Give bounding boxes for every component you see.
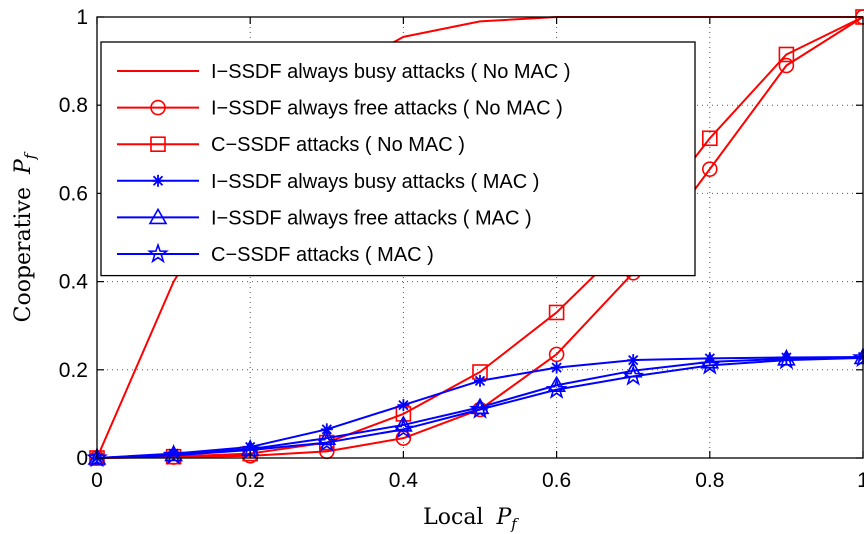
series-5-point-8 bbox=[698, 353, 721, 375]
series-5-point-3 bbox=[315, 431, 338, 452]
series-3-point-7 bbox=[627, 354, 640, 367]
series-5-point-7 bbox=[622, 364, 645, 386]
x-tick-label-0: 0 bbox=[91, 469, 103, 492]
x-axis-label: Local Pf bbox=[423, 505, 519, 533]
legend-marker-5 bbox=[147, 242, 169, 264]
x-tick-label-4: 0.8 bbox=[695, 469, 724, 492]
legend-label-5: C−SSDF attacks ( MAC ) bbox=[211, 244, 434, 266]
y-axis-label: Cooperative Pf bbox=[11, 151, 39, 322]
legend-entry-2: C−SSDF attacks ( No MAC ) bbox=[117, 134, 465, 156]
x-tick-label-1: 0.2 bbox=[236, 469, 265, 492]
series-4-point-6 bbox=[547, 375, 566, 393]
y-tick-label-4: 0.8 bbox=[59, 94, 88, 117]
series-4-point-1 bbox=[164, 444, 183, 462]
series-5-point-6 bbox=[545, 378, 568, 399]
legend-marker-3 bbox=[152, 174, 164, 187]
legend: I−SSDF always busy attacks ( No MAC ) I−S… bbox=[100, 41, 696, 277]
legend-label-2: C−SSDF attacks ( No MAC ) bbox=[211, 134, 465, 156]
x-axis-label-text: Local bbox=[423, 505, 483, 530]
x-tick-label-2: 0.4 bbox=[389, 469, 419, 492]
series-5-point-1 bbox=[162, 443, 185, 465]
series-2-point-9 bbox=[778, 46, 795, 63]
legend-entry-5: C−SSDF attacks ( MAC ) bbox=[117, 242, 434, 266]
series-2-point-8 bbox=[701, 130, 718, 147]
legend-entry-3: I−SSDF always busy attacks ( MAC ) bbox=[117, 171, 539, 193]
x-tick-label-3: 0.6 bbox=[542, 469, 571, 492]
legend-label-0: I−SSDF always busy attacks ( No MAC ) bbox=[211, 61, 571, 83]
series-3-point-5 bbox=[474, 374, 486, 387]
series-1-point-8 bbox=[701, 161, 718, 177]
legend-label-1: I−SSDF always free attacks ( No MAC ) bbox=[211, 98, 563, 120]
legend-marker-1 bbox=[150, 99, 166, 116]
x-tick-label-5: 1 bbox=[857, 469, 864, 492]
y-tick-label-0: 0 bbox=[76, 447, 88, 470]
y-tick-label-3: 0.6 bbox=[59, 182, 88, 205]
y-axis-label-text: Cooperative bbox=[11, 187, 36, 322]
series-5-point-5 bbox=[469, 398, 491, 419]
series-3-point-6 bbox=[550, 361, 563, 374]
legend-entry-4: I−SSDF always free attacks ( MAC ) bbox=[117, 207, 532, 229]
legend-label-3: I−SSDF always busy attacks ( MAC ) bbox=[211, 171, 539, 193]
legend-marker-4 bbox=[148, 207, 168, 225]
series-1-point-9 bbox=[778, 57, 795, 74]
legend-entry-0: I−SSDF always busy attacks ( No MAC ) bbox=[117, 61, 571, 83]
y-tick-label-2: 0.4 bbox=[59, 271, 89, 294]
y-axis-label-symbol: P bbox=[11, 158, 36, 175]
y-axis-label-subscript: f bbox=[21, 151, 39, 160]
series-4-point-4 bbox=[394, 415, 413, 432]
series-line-2 bbox=[96, 16, 864, 459]
series-5-point-0 bbox=[86, 446, 108, 468]
x-axis-label-symbol: P bbox=[495, 505, 512, 530]
legend-entry-1: I−SSDF always free attacks ( No MAC ) bbox=[117, 98, 563, 120]
series-1-point-6 bbox=[548, 346, 565, 363]
series-line-5 bbox=[96, 356, 864, 459]
legend-label-4: I−SSDF always free attacks ( MAC ) bbox=[211, 207, 532, 229]
y-tick-label-1: 0.2 bbox=[59, 359, 88, 382]
series-4-point-3 bbox=[317, 428, 337, 445]
legend-marker-2 bbox=[150, 136, 166, 152]
series-5-point-4 bbox=[392, 417, 415, 439]
legend-box bbox=[100, 41, 696, 277]
series-5-point-9 bbox=[775, 348, 798, 370]
y-tick-label-5: 1 bbox=[76, 6, 88, 29]
series-4-point-8 bbox=[700, 352, 720, 369]
plot-frame bbox=[96, 16, 864, 459]
series-2-point-6 bbox=[548, 304, 565, 321]
x-axis-label-subscript: f bbox=[510, 515, 519, 533]
series-3-point-4 bbox=[397, 399, 410, 412]
